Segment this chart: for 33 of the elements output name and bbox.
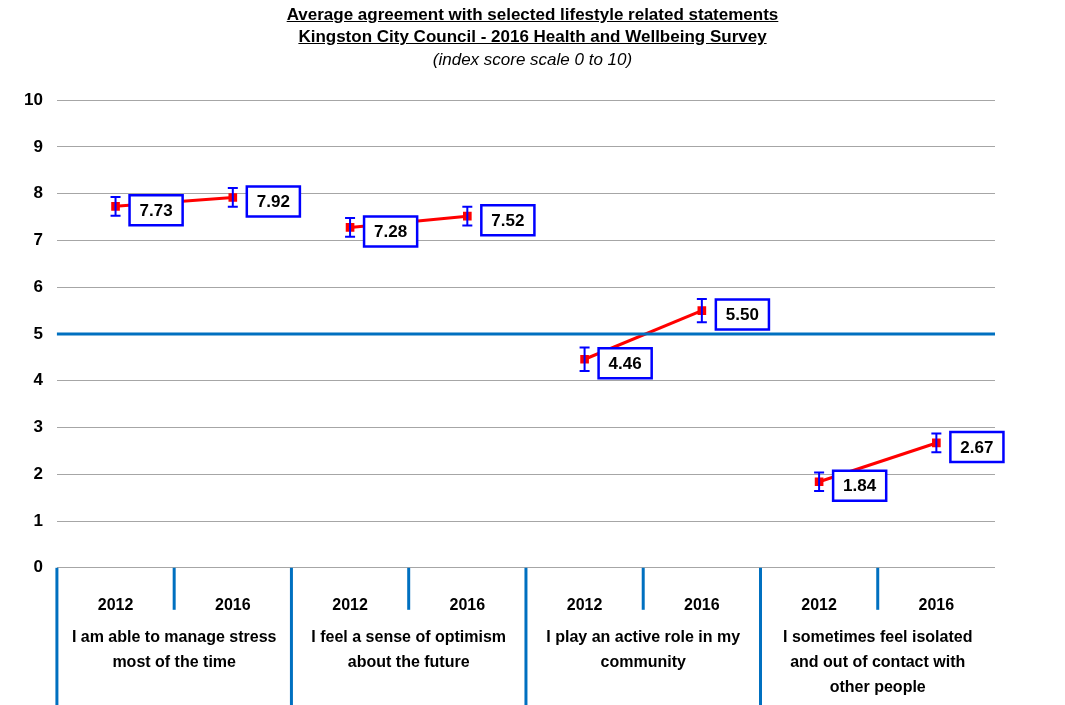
x-tick-label: 2012 xyxy=(566,595,603,613)
data-label: 7.28 xyxy=(374,222,408,242)
y-tick-label: 0 xyxy=(33,557,43,577)
y-tick-label: 7 xyxy=(33,230,43,250)
text: I sometimes feel isolated and out of contact with other people xyxy=(783,628,973,696)
y-tick-label: 1 xyxy=(33,510,43,530)
text: I play an active role in my community xyxy=(546,628,741,671)
data-label: 7.52 xyxy=(491,210,525,230)
chart-title: Average agreement with selected lifestyle related statements Kingston City Council - 2016 Health and Wellbeing Survey xyxy=(285,4,780,48)
data-label: 7.92 xyxy=(256,192,290,212)
y-tick-label: 5 xyxy=(33,323,43,343)
data-label: 1.84 xyxy=(843,476,877,496)
x-tick-label: 2016 xyxy=(449,595,486,613)
data-label: 4.46 xyxy=(608,353,642,373)
chart-subtitle: (index score scale 0 to 10) xyxy=(431,49,634,71)
x-tick-label: 2012 xyxy=(801,595,838,613)
x-tick-label: 2012 xyxy=(97,595,134,613)
y-tick-label: 10 xyxy=(23,89,43,109)
x-tick-label: 2016 xyxy=(215,595,251,613)
text: I feel a sense of optimism about the future xyxy=(311,628,507,671)
data-label: 5.50 xyxy=(725,305,759,325)
x-tick-label: 2012 xyxy=(332,595,368,613)
text: I am able to manage stress most of the time xyxy=(71,628,277,671)
x-tick-label: 2016 xyxy=(684,595,720,613)
y-tick-label: 3 xyxy=(33,417,43,437)
y-tick-label: 4 xyxy=(33,370,44,390)
y-tick-label: 2 xyxy=(33,463,43,483)
x-tick-label: 2016 xyxy=(918,595,955,613)
y-tick-label: 8 xyxy=(33,183,43,203)
y-tick-label: 9 xyxy=(33,136,43,156)
data-label: 2.67 xyxy=(960,437,994,457)
y-tick-label: 6 xyxy=(33,276,43,296)
data-label: 7.73 xyxy=(139,201,173,221)
